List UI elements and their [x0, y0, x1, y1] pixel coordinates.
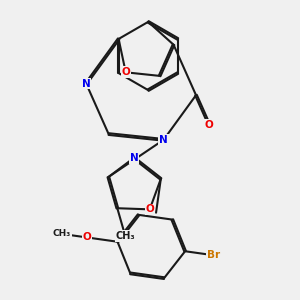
Text: CH₃: CH₃ [52, 230, 71, 238]
Text: O: O [83, 232, 92, 242]
Text: N: N [159, 135, 168, 145]
Text: N: N [130, 153, 138, 163]
Text: CH₃: CH₃ [116, 231, 135, 241]
Text: O: O [145, 204, 154, 214]
Text: N: N [82, 79, 91, 88]
Text: O: O [121, 67, 130, 77]
Text: Br: Br [207, 250, 220, 260]
Text: O: O [205, 120, 214, 130]
